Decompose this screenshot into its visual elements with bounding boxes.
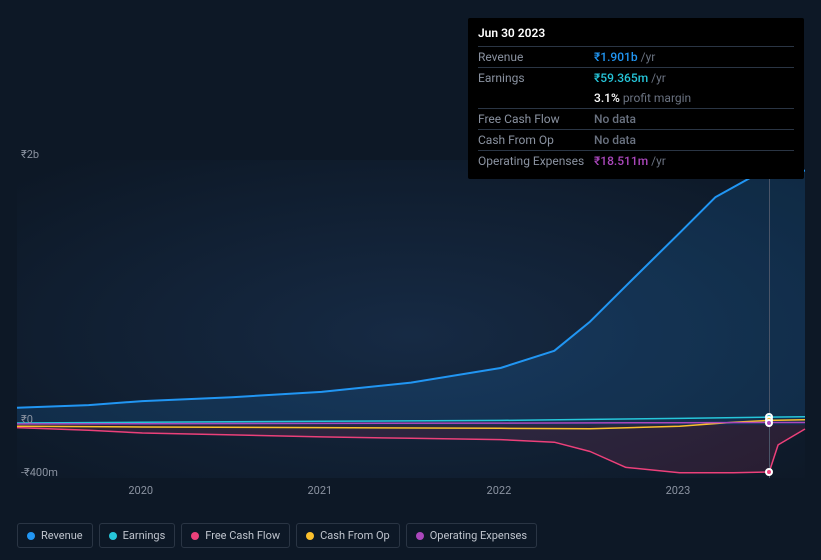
y-tick-label: -₹400m	[21, 466, 58, 479]
legend-item-earnings[interactable]: Earnings	[99, 523, 176, 548]
x-tick-label: 2022	[487, 484, 512, 497]
legend-dot-icon	[416, 532, 424, 540]
tooltip-row: Free Cash FlowNo data	[478, 108, 794, 129]
legend-item-fcf[interactable]: Free Cash Flow	[181, 523, 290, 548]
legend-label: Free Cash Flow	[205, 529, 280, 542]
tooltip-row: Earnings₹59.365m/yr	[478, 67, 794, 88]
tooltip-row-label	[478, 91, 594, 105]
tooltip-row: 3.1%profit margin	[478, 88, 794, 108]
tooltip-row-label: Earnings	[478, 71, 594, 85]
legend-item-revenue[interactable]: Revenue	[17, 523, 93, 548]
legend-label: Revenue	[41, 529, 83, 542]
tooltip-row: Cash From OpNo data	[478, 129, 794, 150]
series-marker-opex	[765, 419, 773, 427]
tooltip-row-value: No data	[594, 112, 636, 126]
tooltip-date: Jun 30 2023	[478, 26, 794, 40]
legend-label: Operating Expenses	[430, 529, 527, 542]
tooltip-row-label: Revenue	[478, 50, 594, 64]
hover-guideline	[769, 160, 770, 478]
chart-tooltip: Jun 30 2023 Revenue₹1.901b/yrEarnings₹59…	[468, 18, 804, 179]
tooltip-row-label: Cash From Op	[478, 133, 594, 147]
legend-dot-icon	[27, 532, 35, 540]
series-marker-fcf	[765, 468, 773, 476]
legend-item-cfo[interactable]: Cash From Op	[296, 523, 400, 548]
legend-dot-icon	[306, 532, 314, 540]
tooltip-row-value: 3.1%profit margin	[594, 91, 691, 105]
x-tick-label: 2020	[128, 484, 153, 497]
tooltip-row-label: Free Cash Flow	[478, 112, 594, 126]
y-tick-label: ₹0	[21, 413, 33, 426]
tooltip-row-label: Operating Expenses	[478, 154, 594, 168]
tooltip-row-value: ₹18.511m/yr	[594, 154, 666, 168]
x-tick-label: 2021	[307, 484, 332, 497]
tooltip-row-value: No data	[594, 133, 636, 147]
tooltip-row: Revenue₹1.901b/yr	[478, 46, 794, 67]
y-tick-label: ₹2b	[21, 148, 39, 161]
legend-label: Cash From Op	[320, 529, 390, 542]
tooltip-row-value: ₹59.365m/yr	[594, 71, 666, 85]
legend-dot-icon	[109, 532, 117, 540]
tooltip-row: Operating Expenses₹18.511m/yr	[478, 150, 794, 171]
legend-item-opex[interactable]: Operating Expenses	[406, 523, 537, 548]
legend-dot-icon	[191, 532, 199, 540]
chart-legend: Revenue Earnings Free Cash Flow Cash From O…	[17, 523, 537, 548]
legend-label: Earnings	[123, 529, 166, 542]
x-tick-label: 2023	[666, 484, 691, 497]
tooltip-row-value: ₹1.901b/yr	[594, 50, 655, 64]
